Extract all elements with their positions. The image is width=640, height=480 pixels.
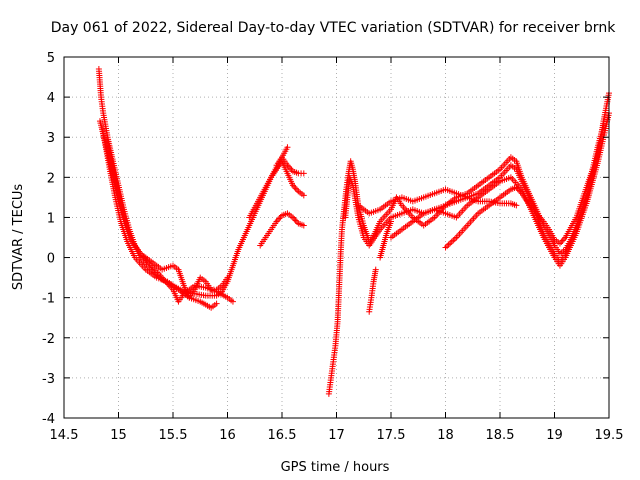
series-arc-13: [377, 218, 394, 261]
series-arc-5: [257, 210, 307, 249]
x-tick-label: 19: [546, 428, 563, 443]
y-tick-label: 2: [47, 171, 55, 186]
data-point: [284, 144, 291, 151]
data-point: [300, 192, 307, 199]
series-arc-14: [442, 166, 596, 251]
data-point: [445, 241, 452, 248]
data-point: [442, 244, 449, 251]
data-point: [388, 218, 394, 225]
series-arc-3: [99, 126, 220, 311]
data-point: [229, 298, 236, 305]
y-tick-label: 1: [47, 211, 55, 226]
y-axis-label: SDTVAR / TECUs: [11, 184, 26, 291]
series-arc-12: [366, 266, 379, 315]
y-tick-label: -3: [42, 372, 55, 387]
grid-lines: [64, 57, 609, 418]
data-point: [444, 243, 451, 250]
x-axis-label: GPS time / hours: [281, 460, 390, 475]
y-tick-label: -1: [42, 292, 55, 307]
data-point: [447, 240, 454, 247]
x-tick-label: 15: [110, 428, 127, 443]
y-tick-label: -4: [42, 412, 55, 427]
series-arc-7: [273, 154, 307, 177]
data-point: [448, 238, 455, 245]
x-tick-label: 17.5: [377, 428, 406, 443]
data-point: [293, 186, 300, 193]
data-point: [450, 237, 457, 244]
x-tick-label: 14.5: [50, 428, 79, 443]
data-point: [213, 300, 220, 307]
series-arc-4: [104, 138, 236, 305]
data-point: [558, 239, 565, 246]
data-point: [513, 202, 520, 209]
x-tick-label: 18.5: [486, 428, 515, 443]
x-tick-label: 19.5: [595, 428, 624, 443]
series-arc-1: [95, 66, 291, 299]
series-arc-2: [96, 118, 231, 301]
data-point: [300, 170, 307, 177]
y-tick-label: 0: [47, 252, 55, 267]
data-point: [451, 235, 458, 242]
data-point: [600, 122, 607, 129]
x-tick-label: 16.5: [268, 428, 297, 443]
data-point: [276, 215, 283, 222]
data-point: [291, 215, 298, 222]
y-tick-label: 5: [47, 51, 55, 66]
data-point: [224, 274, 231, 281]
x-tick-label: 18: [437, 428, 454, 443]
data-points: [95, 66, 612, 397]
x-tick-label: 16: [219, 428, 236, 443]
axis-ticks: 14.5 15 15.5 16 16.5 17 17.5 18 18.5 19 19.5-4-3-2…: [42, 51, 623, 443]
data-point: [300, 222, 307, 229]
data-point: [292, 217, 299, 224]
data-point: [372, 266, 379, 273]
y-tick-label: -2: [42, 332, 55, 347]
data-point: [589, 166, 596, 173]
y-tick-label: 3: [47, 131, 55, 146]
data-point: [287, 165, 294, 172]
data-point: [292, 185, 299, 192]
y-tick-label: 4: [47, 91, 55, 106]
x-tick-label: 17: [328, 428, 345, 443]
chart-title: Day 061 of 2022, Sidereal Day-to-day VTE…: [51, 20, 616, 36]
x-tick-label: 15.5: [159, 428, 188, 443]
